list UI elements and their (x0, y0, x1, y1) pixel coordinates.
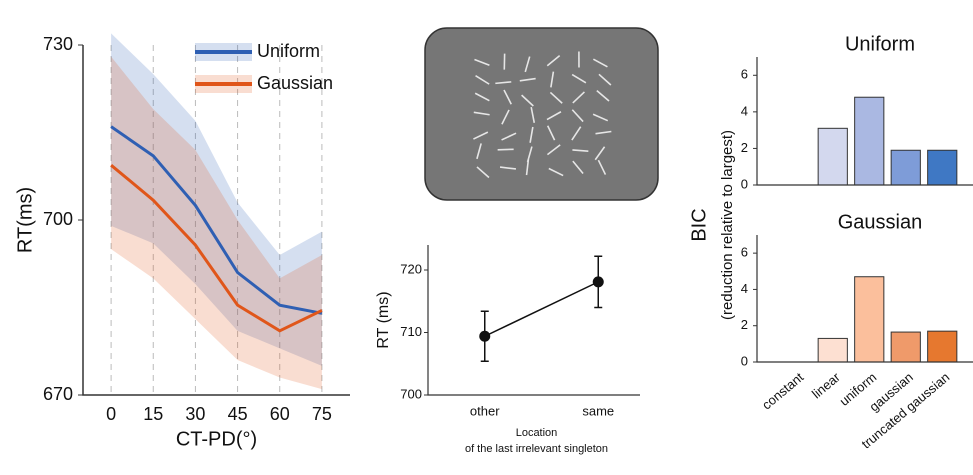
stimulus-bar (572, 149, 589, 152)
chart-title: Gaussian (838, 211, 923, 233)
stimulus-bar (521, 94, 534, 107)
stimulus-bar (597, 159, 607, 175)
y-tick-label: 4 (741, 281, 748, 296)
stimulus-bar (546, 111, 562, 121)
axis (756, 235, 973, 363)
y-tick-label: 0 (741, 176, 748, 191)
y-tick-label: 670 (43, 384, 73, 404)
x-tick-label: 60 (270, 404, 290, 424)
bar (817, 337, 848, 363)
bar (927, 330, 958, 363)
stimulus-bar (550, 71, 555, 88)
stimulus-bar (473, 131, 489, 140)
x-axis-label: of the last irrelevant singleton (465, 443, 608, 455)
x-tick-label: constant (759, 369, 807, 412)
stimulus-bar (546, 125, 556, 141)
stimulus-bar (594, 146, 606, 161)
stimulus-bar (473, 111, 490, 116)
bar (927, 149, 958, 186)
stimulus-bar (598, 73, 612, 86)
stimulus-bar (571, 109, 584, 123)
stimulus-bar (546, 55, 561, 67)
y-axis-label: RT(ms) (14, 187, 36, 253)
stimulus-bar (501, 132, 517, 141)
x-axis-label: CT-PD(°) (176, 428, 257, 450)
bar (890, 149, 921, 186)
legend-band (195, 75, 252, 93)
bar (817, 127, 848, 186)
confidence-band (111, 33, 322, 366)
stimulus-bar (596, 90, 610, 102)
stimulus-bar (546, 144, 561, 156)
stimulus-bar (475, 75, 490, 85)
stimulus-bar (474, 92, 490, 102)
y-tick-label: 730 (43, 34, 73, 54)
axis (756, 57, 973, 186)
y-tick-label: 700 (400, 386, 422, 401)
y-tick-label: 0 (741, 353, 748, 368)
stimulus-bar (495, 81, 512, 85)
legend-label: Uniform (257, 41, 320, 61)
x-tick-label: 30 (185, 404, 205, 424)
connector-line (484, 281, 599, 337)
axis (82, 45, 350, 396)
x-tick-label: 45 (228, 404, 248, 424)
stimulus-display (424, 27, 659, 201)
stimulus-bar (499, 166, 517, 170)
y-axis-label: BIC (688, 208, 710, 241)
x-axis-label: Location (516, 427, 558, 439)
bar (854, 276, 885, 363)
legend-band (195, 43, 252, 61)
y-tick-label: 4 (741, 103, 748, 118)
stimulus-bar (549, 91, 563, 104)
stimulus-bar (595, 130, 612, 135)
y-axis-label: (reduction relative to largest) (719, 130, 736, 320)
stimulus-bar (592, 58, 608, 68)
x-tick-label: 15 (143, 404, 163, 424)
point (592, 276, 604, 288)
stimulus-bar (530, 106, 536, 123)
stimulus (424, 27, 659, 201)
stimulus-bar (548, 167, 564, 177)
y-tick-label: 710 (400, 324, 422, 339)
stimulus-bar (519, 77, 536, 82)
series-line (110, 164, 323, 333)
stimulus-bar (524, 56, 531, 73)
bar (890, 331, 921, 363)
y-tick-label: 720 (400, 261, 422, 276)
stimulus-bar (572, 91, 585, 104)
stimulus-bar (592, 113, 609, 122)
y-tick-label: 2 (741, 140, 748, 155)
stimulus-bar (529, 126, 534, 143)
stimulus-bar (501, 109, 510, 125)
y-tick-label: 6 (741, 67, 748, 82)
stimulus-bar (474, 58, 490, 66)
bar (854, 96, 885, 186)
y-tick-label: 700 (43, 209, 73, 229)
y-tick-label: 6 (741, 245, 748, 260)
stimulus-bar (476, 166, 490, 179)
x-tick-label: 75 (312, 404, 332, 424)
stimulus-bar (572, 160, 584, 174)
y-tick-label: 2 (741, 317, 748, 332)
chart-title: Uniform (845, 33, 915, 55)
legend-label: Gaussian (257, 73, 333, 93)
x-tick-label: other (470, 403, 500, 418)
series-line (110, 125, 323, 315)
stimulus-bar (476, 143, 482, 160)
x-tick-label: 0 (106, 404, 116, 424)
stimulus-bar (571, 126, 582, 141)
confidence-band (111, 56, 322, 390)
stimulus-bar (503, 89, 512, 105)
stimulus-bar (525, 159, 530, 176)
point (479, 330, 491, 342)
y-axis-label: RT (ms) (375, 291, 392, 348)
axis (427, 245, 640, 396)
stimulus-bar (571, 73, 587, 84)
x-tick-label: same (582, 403, 614, 418)
stimulus-items (473, 51, 612, 179)
